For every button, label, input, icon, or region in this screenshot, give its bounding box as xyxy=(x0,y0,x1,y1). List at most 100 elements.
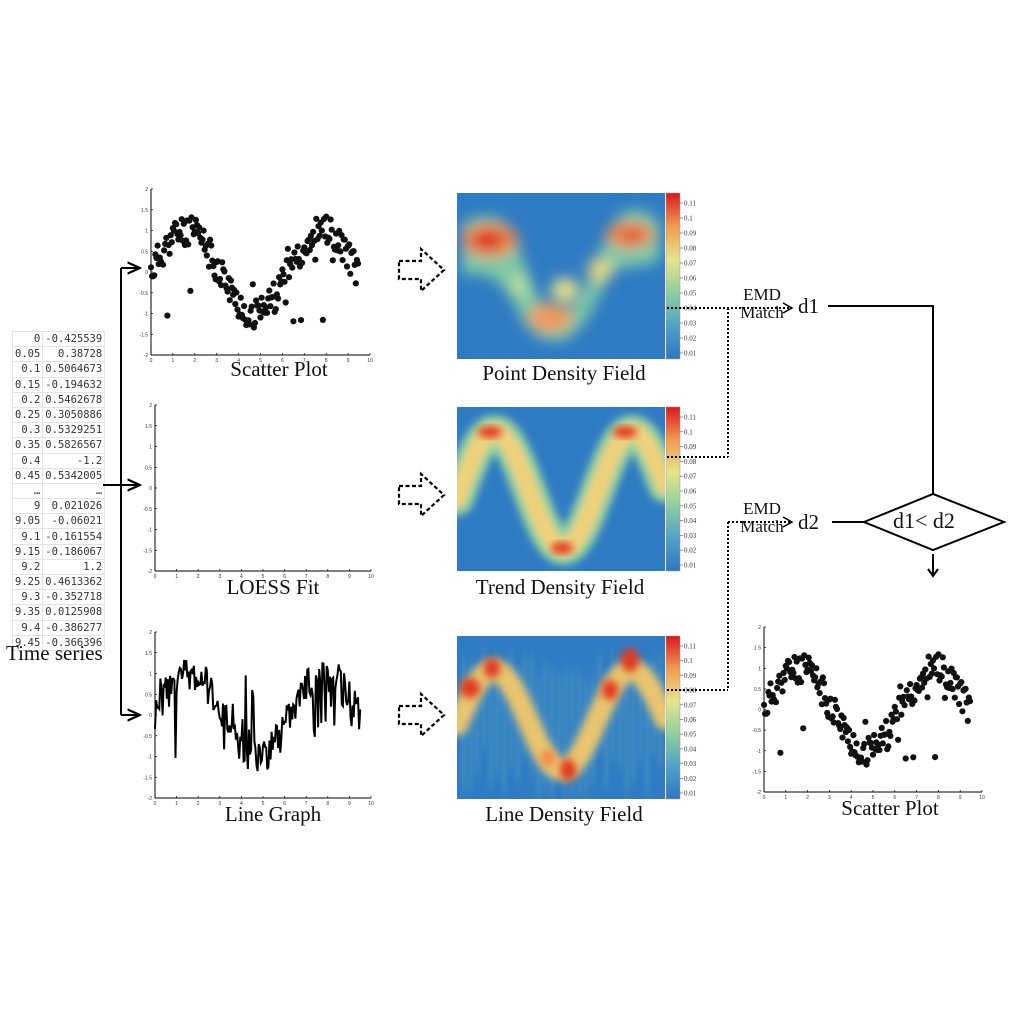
data-point xyxy=(859,758,866,765)
y-tick-label: 1 xyxy=(758,666,761,672)
colorbar-tick-label: 0.03 xyxy=(684,760,697,768)
fanout-bracket xyxy=(103,268,140,715)
data-point xyxy=(847,743,854,751)
x-tick-label: 9 xyxy=(348,574,351,580)
colorbar-tick-label: 0.01 xyxy=(684,350,697,358)
dashed-block-arrow xyxy=(397,246,446,294)
data-point xyxy=(898,711,905,718)
scatter-plot: 21.510.50-0.5-1-1.5-20 1 2 3 4 5 6 7 8 9 10 xyxy=(139,187,373,364)
y-tick-label: -0.5 xyxy=(139,291,148,297)
table-row: 9.45 -0.366396 xyxy=(11,634,106,651)
data-point xyxy=(299,259,306,266)
y-tick-label: 0 xyxy=(758,708,761,714)
data-point xyxy=(203,252,210,259)
x-tick-label: 10 xyxy=(368,574,374,580)
x-tick-label: 1 xyxy=(175,801,178,807)
x-tick-label: 3 xyxy=(215,358,218,364)
data-point xyxy=(902,755,909,762)
data-point xyxy=(346,241,353,248)
d2-label: d2 xyxy=(798,510,819,534)
data-point xyxy=(187,287,194,294)
density-streak xyxy=(516,673,520,782)
table-row: 0.35 0.5826567 xyxy=(11,437,106,454)
colorbar-tick-label: 0.07 xyxy=(684,701,697,709)
data-point xyxy=(767,680,774,687)
colorbar-tick-label: 0.02 xyxy=(684,335,697,343)
x-tick-label: 9 xyxy=(959,795,962,801)
x-tick-label: 6 xyxy=(281,358,284,364)
point-density-field-caption: Point Density Field xyxy=(482,361,646,385)
data-point xyxy=(251,319,259,327)
data-point xyxy=(774,684,781,692)
data-point xyxy=(939,654,946,661)
data-point xyxy=(224,288,231,295)
y-tick-label: -1 xyxy=(148,755,153,761)
data-point xyxy=(319,316,326,323)
x-tick-label: 0 xyxy=(763,795,766,801)
colorbar-tick-label: 0.08 xyxy=(684,458,697,466)
data-point xyxy=(910,754,917,761)
decision-connectors xyxy=(828,305,939,578)
decision-diamond xyxy=(861,492,1007,552)
y-tick-label: -1.5 xyxy=(143,775,152,781)
data-point xyxy=(290,318,297,325)
x-tick-label: 8 xyxy=(326,574,329,580)
decision-text: d1< d2 xyxy=(893,508,955,533)
density-streak xyxy=(489,679,493,788)
y-tick-label: 1.5 xyxy=(754,646,761,652)
x-tick-label: 4 xyxy=(240,801,243,807)
data-point xyxy=(216,275,224,283)
colorbar xyxy=(665,192,681,360)
colorbar-tick-label: 0.01 xyxy=(684,562,697,570)
colorbars: 0.11 0.1 0.09 0.08 0.07 0.06 0.05 0.04 0.03 0.02 0… xyxy=(665,192,697,800)
data-point xyxy=(772,699,780,706)
data-point xyxy=(837,725,844,733)
x-tick-label: 1 xyxy=(784,795,787,801)
data-point xyxy=(289,264,296,271)
data-point xyxy=(166,250,173,257)
time-cell: 0.2 xyxy=(11,391,44,408)
data-point xyxy=(237,294,244,301)
data-point xyxy=(869,751,877,758)
colorbar-tick-label: 0.1 xyxy=(684,215,693,223)
data-point xyxy=(831,696,839,703)
data-point xyxy=(233,289,240,296)
density-streak xyxy=(604,674,608,787)
time-cell: 9.1 xyxy=(11,528,44,545)
data-point xyxy=(227,277,234,284)
x-tick-label: 2 xyxy=(806,795,809,801)
result-scatter-plot: 21.510.50-0.5-1-1.5-20 1 2 3 4 5 6 7 8 9 10 xyxy=(752,625,985,801)
data-point xyxy=(294,243,301,250)
data-point xyxy=(885,743,892,750)
data-point xyxy=(865,734,872,741)
data-point xyxy=(282,299,289,306)
data-point xyxy=(267,303,274,310)
y-tick-label: -2 xyxy=(757,790,762,796)
data-point xyxy=(790,669,797,677)
data-point xyxy=(853,740,860,747)
data-point xyxy=(249,281,256,288)
y-tick-label: 2 xyxy=(149,630,152,636)
data-point xyxy=(339,257,346,264)
data-point xyxy=(255,302,262,309)
y-tick-label: -2 xyxy=(148,569,153,575)
data-point xyxy=(310,228,317,235)
density-streak xyxy=(638,668,642,762)
x-tick-label: 6 xyxy=(893,795,896,801)
d2-arrowhead xyxy=(782,516,794,528)
y-tick-label: 1.5 xyxy=(145,424,152,430)
data-point xyxy=(800,725,807,732)
colorbar xyxy=(665,635,681,800)
y-tick-label: 0.5 xyxy=(754,687,761,693)
x-tick-label: 10 xyxy=(979,795,985,801)
x-tick-label: 4 xyxy=(237,358,240,364)
y-tick-label: 0 xyxy=(149,486,152,492)
data-point xyxy=(219,259,226,266)
data-point xyxy=(878,724,885,732)
data-point xyxy=(901,702,908,709)
time-cell: 9.35 xyxy=(11,604,44,621)
x-tick-label: 9 xyxy=(347,358,350,364)
y-tick-label: 0 xyxy=(145,270,148,276)
density-streak xyxy=(543,663,547,790)
time-series-table: 0 -0.425539 0.05 0.38728 0.1 0.5064673 0.15 -0.… xyxy=(11,330,106,651)
